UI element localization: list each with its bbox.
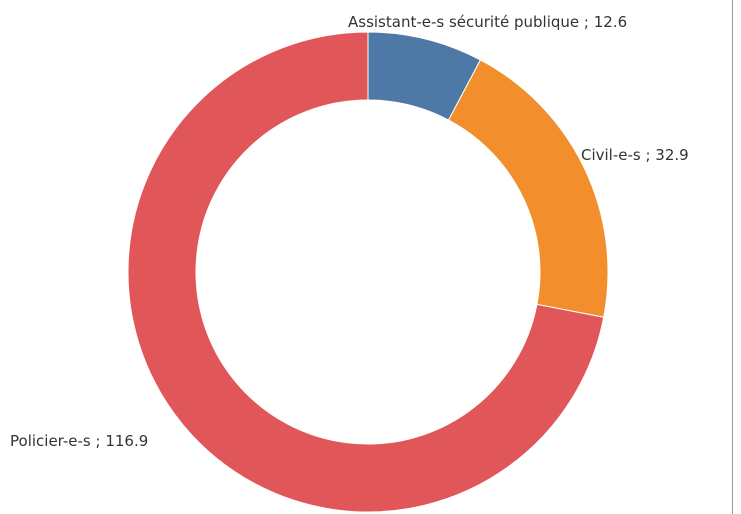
slice-label-assistants: Assistant-e-s sécurité publique ; 12.6 bbox=[348, 13, 627, 31]
slice-label-policiers: Policier-e-s ; 116.9 bbox=[10, 432, 148, 450]
slice-label-civils: Civil-e-s ; 32.9 bbox=[581, 146, 689, 164]
donut-slice-2[interactable] bbox=[127, 31, 605, 513]
panel-border bbox=[732, 0, 733, 514]
labels-group: Assistant-e-s sécurité publique ; 12.6 C… bbox=[10, 13, 689, 450]
slices-group bbox=[127, 31, 609, 513]
donut-slice-1[interactable] bbox=[447, 59, 609, 318]
